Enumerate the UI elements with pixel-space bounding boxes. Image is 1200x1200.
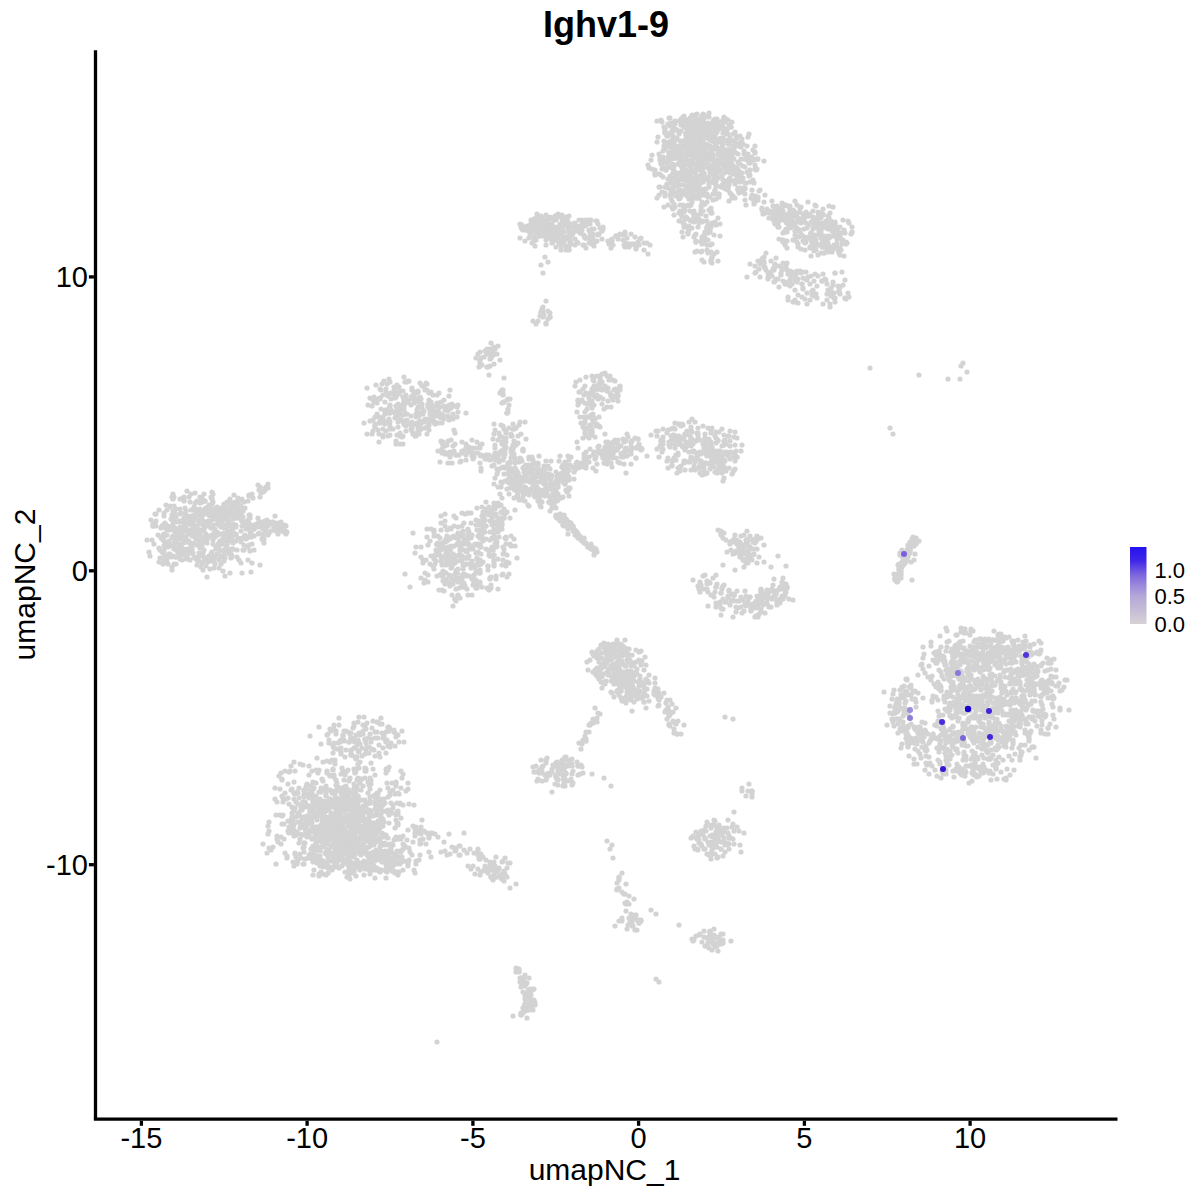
- svg-text:10: 10: [954, 1122, 986, 1154]
- svg-text:umapNC_2: umapNC_2: [8, 509, 41, 661]
- svg-text:0: 0: [631, 1122, 647, 1154]
- svg-text:-10: -10: [286, 1122, 328, 1154]
- svg-text:umapNC_1: umapNC_1: [529, 1153, 681, 1186]
- svg-text:Ighv1-9: Ighv1-9: [543, 4, 669, 45]
- svg-text:-15: -15: [120, 1122, 162, 1154]
- svg-text:10: 10: [56, 261, 88, 293]
- svg-text:1.0: 1.0: [1155, 558, 1186, 583]
- svg-text:0: 0: [72, 555, 88, 587]
- svg-text:5: 5: [796, 1122, 812, 1154]
- svg-text:-5: -5: [460, 1122, 486, 1154]
- svg-text:-10: -10: [46, 849, 88, 881]
- svg-text:0.0: 0.0: [1155, 612, 1186, 637]
- svg-text:0.5: 0.5: [1155, 584, 1186, 609]
